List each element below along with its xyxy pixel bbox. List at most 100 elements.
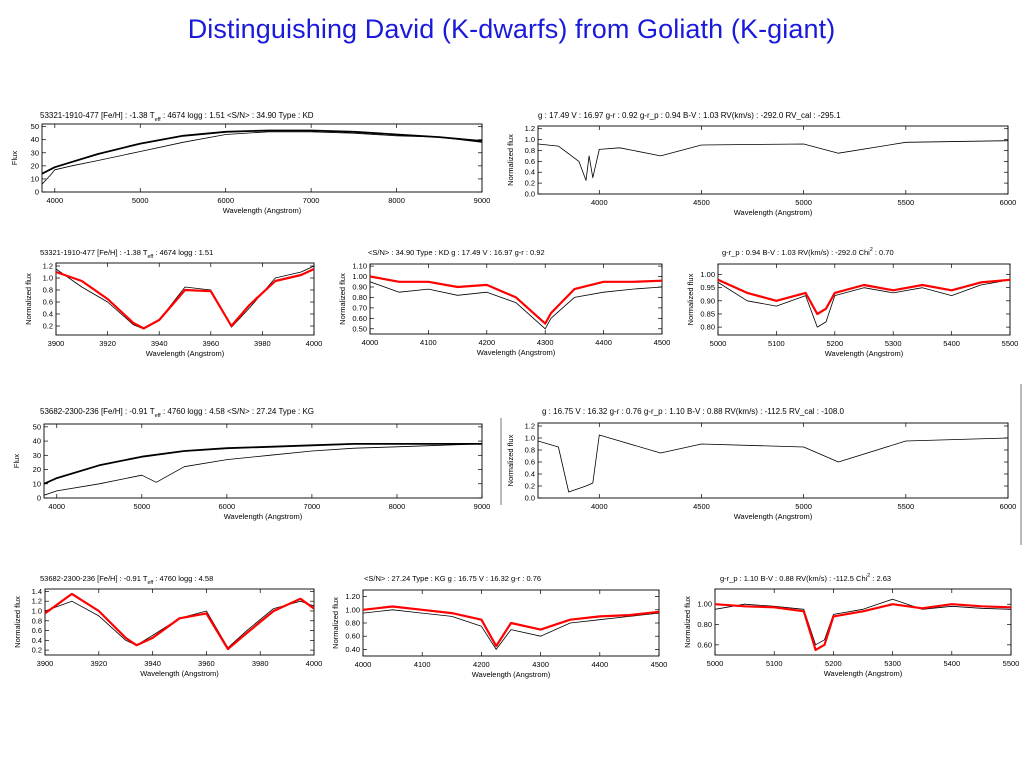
plot-frame: [55, 262, 315, 336]
model-spectrum-line: [363, 605, 659, 648]
x-tick-label: 4500: [693, 198, 710, 207]
y-tick-label: 0.80: [345, 619, 360, 628]
y-tick-label: 0: [37, 494, 41, 503]
x-axis-label: Wavelength (Angstrom): [223, 206, 302, 215]
y-tick-label: 1.0: [43, 274, 53, 283]
chart-title: 53321-1910-477 [Fe/H] : -1.38 Teff : 467…: [40, 111, 314, 123]
slide-title: Distinguishing David (K-dwarfs) from Gol…: [187, 14, 836, 44]
x-tick-label: 6000: [219, 502, 236, 511]
x-tick-label: 5500: [1003, 659, 1020, 668]
x-axis-label: Wavelength (Angstrom): [824, 669, 903, 678]
x-tick-label: 4000: [46, 196, 63, 205]
x-tick-label: 4000: [362, 338, 379, 347]
plot-frame: [537, 125, 1009, 195]
y-axis-label: Flux: [10, 151, 19, 165]
x-axis-label: Wavelength (Angstrom): [734, 512, 813, 521]
chart-s1-mgb: g-r_p : 0.94 B-V : 1.03 RV(km/s) : -292.…: [686, 247, 1018, 358]
chart-title-main: 53321-1910-477 [Fe/H] : -1.38 T: [40, 248, 148, 257]
y-axis-label: Normalized flux: [686, 273, 695, 325]
x-tick-label: 3940: [144, 659, 161, 668]
x-tick-label: 5300: [885, 339, 902, 348]
x-tick-label: 3960: [202, 339, 219, 348]
y-tick-label: 50: [31, 122, 39, 131]
chart-title: <S/N> : 34.90 Type : KD g : 17.49 V : 16…: [368, 248, 545, 257]
x-tick-label: 5500: [897, 198, 914, 207]
y-tick-label: 0.8: [43, 286, 53, 295]
y-tick-label: 1.2: [525, 422, 535, 431]
observed-spectrum-line: [718, 279, 1010, 328]
y-tick-label: 1.00: [700, 270, 715, 279]
x-tick-label: 5400: [943, 339, 960, 348]
x-tick-label: 3940: [151, 339, 168, 348]
observed-spectrum-line: [44, 443, 482, 496]
y-tick-label: 0.8: [525, 446, 535, 455]
y-tick-label: 10: [31, 174, 39, 183]
chart-title-tail: : 4760 logg : 4.58: [153, 574, 213, 583]
chart-s2-flux: 53682-2300-236 [Fe/H] : -0.91 Teff : 476…: [12, 407, 490, 521]
y-tick-label: 0.0: [525, 494, 535, 503]
y-tick-label: 0.40: [345, 645, 360, 654]
y-tick-label: 1.2: [525, 124, 535, 133]
chart-s1-hk: 53321-1910-477 [Fe/H] : -1.38 Teff : 467…: [24, 248, 322, 358]
continuum-fit-line: [44, 442, 482, 485]
x-tick-label: 5000: [132, 196, 149, 205]
chart-title-tail: : 4674 logg : 1.51: [153, 248, 213, 257]
y-tick-label: 0.8: [525, 146, 535, 155]
y-tick-label: 0.4: [525, 470, 535, 479]
y-tick-label: 0.60: [697, 640, 712, 649]
x-tick-label: 4300: [537, 338, 554, 347]
y-tick-label: 0.50: [352, 324, 367, 333]
y-tick-label: 1.0: [525, 434, 535, 443]
chart-title-subscript: eff: [155, 413, 162, 419]
y-tick-label: 0.4: [43, 310, 53, 319]
x-tick-label: 4100: [414, 660, 431, 669]
y-tick-label: 0.60: [345, 632, 360, 641]
x-tick-label: 5100: [766, 659, 783, 668]
chart-title-subscript: eff: [155, 117, 162, 123]
y-axis-label: Flux: [12, 454, 21, 468]
observed-spectrum-line: [42, 131, 482, 185]
y-tick-label: 1.20: [345, 592, 360, 601]
y-axis-label: Normalized flux: [338, 273, 347, 325]
y-tick-label: 1.00: [697, 600, 712, 609]
x-tick-label: 7000: [303, 196, 320, 205]
y-tick-label: 0.95: [700, 283, 715, 292]
x-tick-label: 5200: [826, 339, 843, 348]
y-tick-label: 0.4: [32, 636, 42, 645]
y-tick-label: 1.10: [352, 262, 367, 271]
chart-title: g-r_p : 0.94 B-V : 1.03 RV(km/s) : -292.…: [722, 247, 894, 257]
x-tick-label: 4000: [48, 502, 65, 511]
chart-title-main: g-r_p : 0.94 B-V : 1.03 RV(km/s) : -292.…: [722, 248, 870, 257]
y-tick-label: 1.00: [345, 605, 360, 614]
y-tick-label: 0.2: [525, 179, 535, 188]
x-tick-label: 4000: [306, 659, 323, 668]
plot-frame: [41, 123, 483, 193]
x-tick-label: 6000: [1000, 198, 1017, 207]
x-tick-label: 3920: [99, 339, 116, 348]
x-tick-label: 4000: [591, 502, 608, 511]
x-tick-label: 5400: [943, 659, 960, 668]
chart-title-subscript: eff: [147, 580, 153, 586]
x-tick-label: 5100: [768, 339, 785, 348]
x-tick-label: 5000: [710, 339, 727, 348]
x-tick-label: 4000: [591, 198, 608, 207]
chart-title: 53321-1910-477 [Fe/H] : -1.38 Teff : 467…: [40, 248, 213, 260]
plot-frame: [717, 263, 1011, 336]
chart-s2-hk: 53682-2300-236 [Fe/H] : -0.91 Teff : 476…: [13, 574, 322, 678]
y-tick-label: 0: [35, 188, 39, 197]
y-tick-label: 0.70: [352, 303, 367, 312]
x-tick-label: 6000: [217, 196, 234, 205]
y-tick-label: 40: [33, 437, 41, 446]
observed-spectrum-line: [370, 281, 662, 330]
x-tick-label: 4000: [306, 339, 323, 348]
continuum-fit-line: [42, 129, 482, 175]
y-tick-label: 1.2: [43, 262, 53, 271]
x-tick-label: 4200: [473, 660, 490, 669]
x-tick-label: 5000: [707, 659, 724, 668]
observed-spectrum-line: [363, 609, 659, 650]
model-spectrum-line: [718, 278, 1010, 316]
x-axis-label: Wavelength (Angstrom): [146, 349, 225, 358]
chart-title: g-r_p : 1.10 B-V : 0.88 RV(km/s) : -112.…: [720, 573, 891, 583]
x-axis-label: Wavelength (Angstrom): [472, 670, 551, 679]
